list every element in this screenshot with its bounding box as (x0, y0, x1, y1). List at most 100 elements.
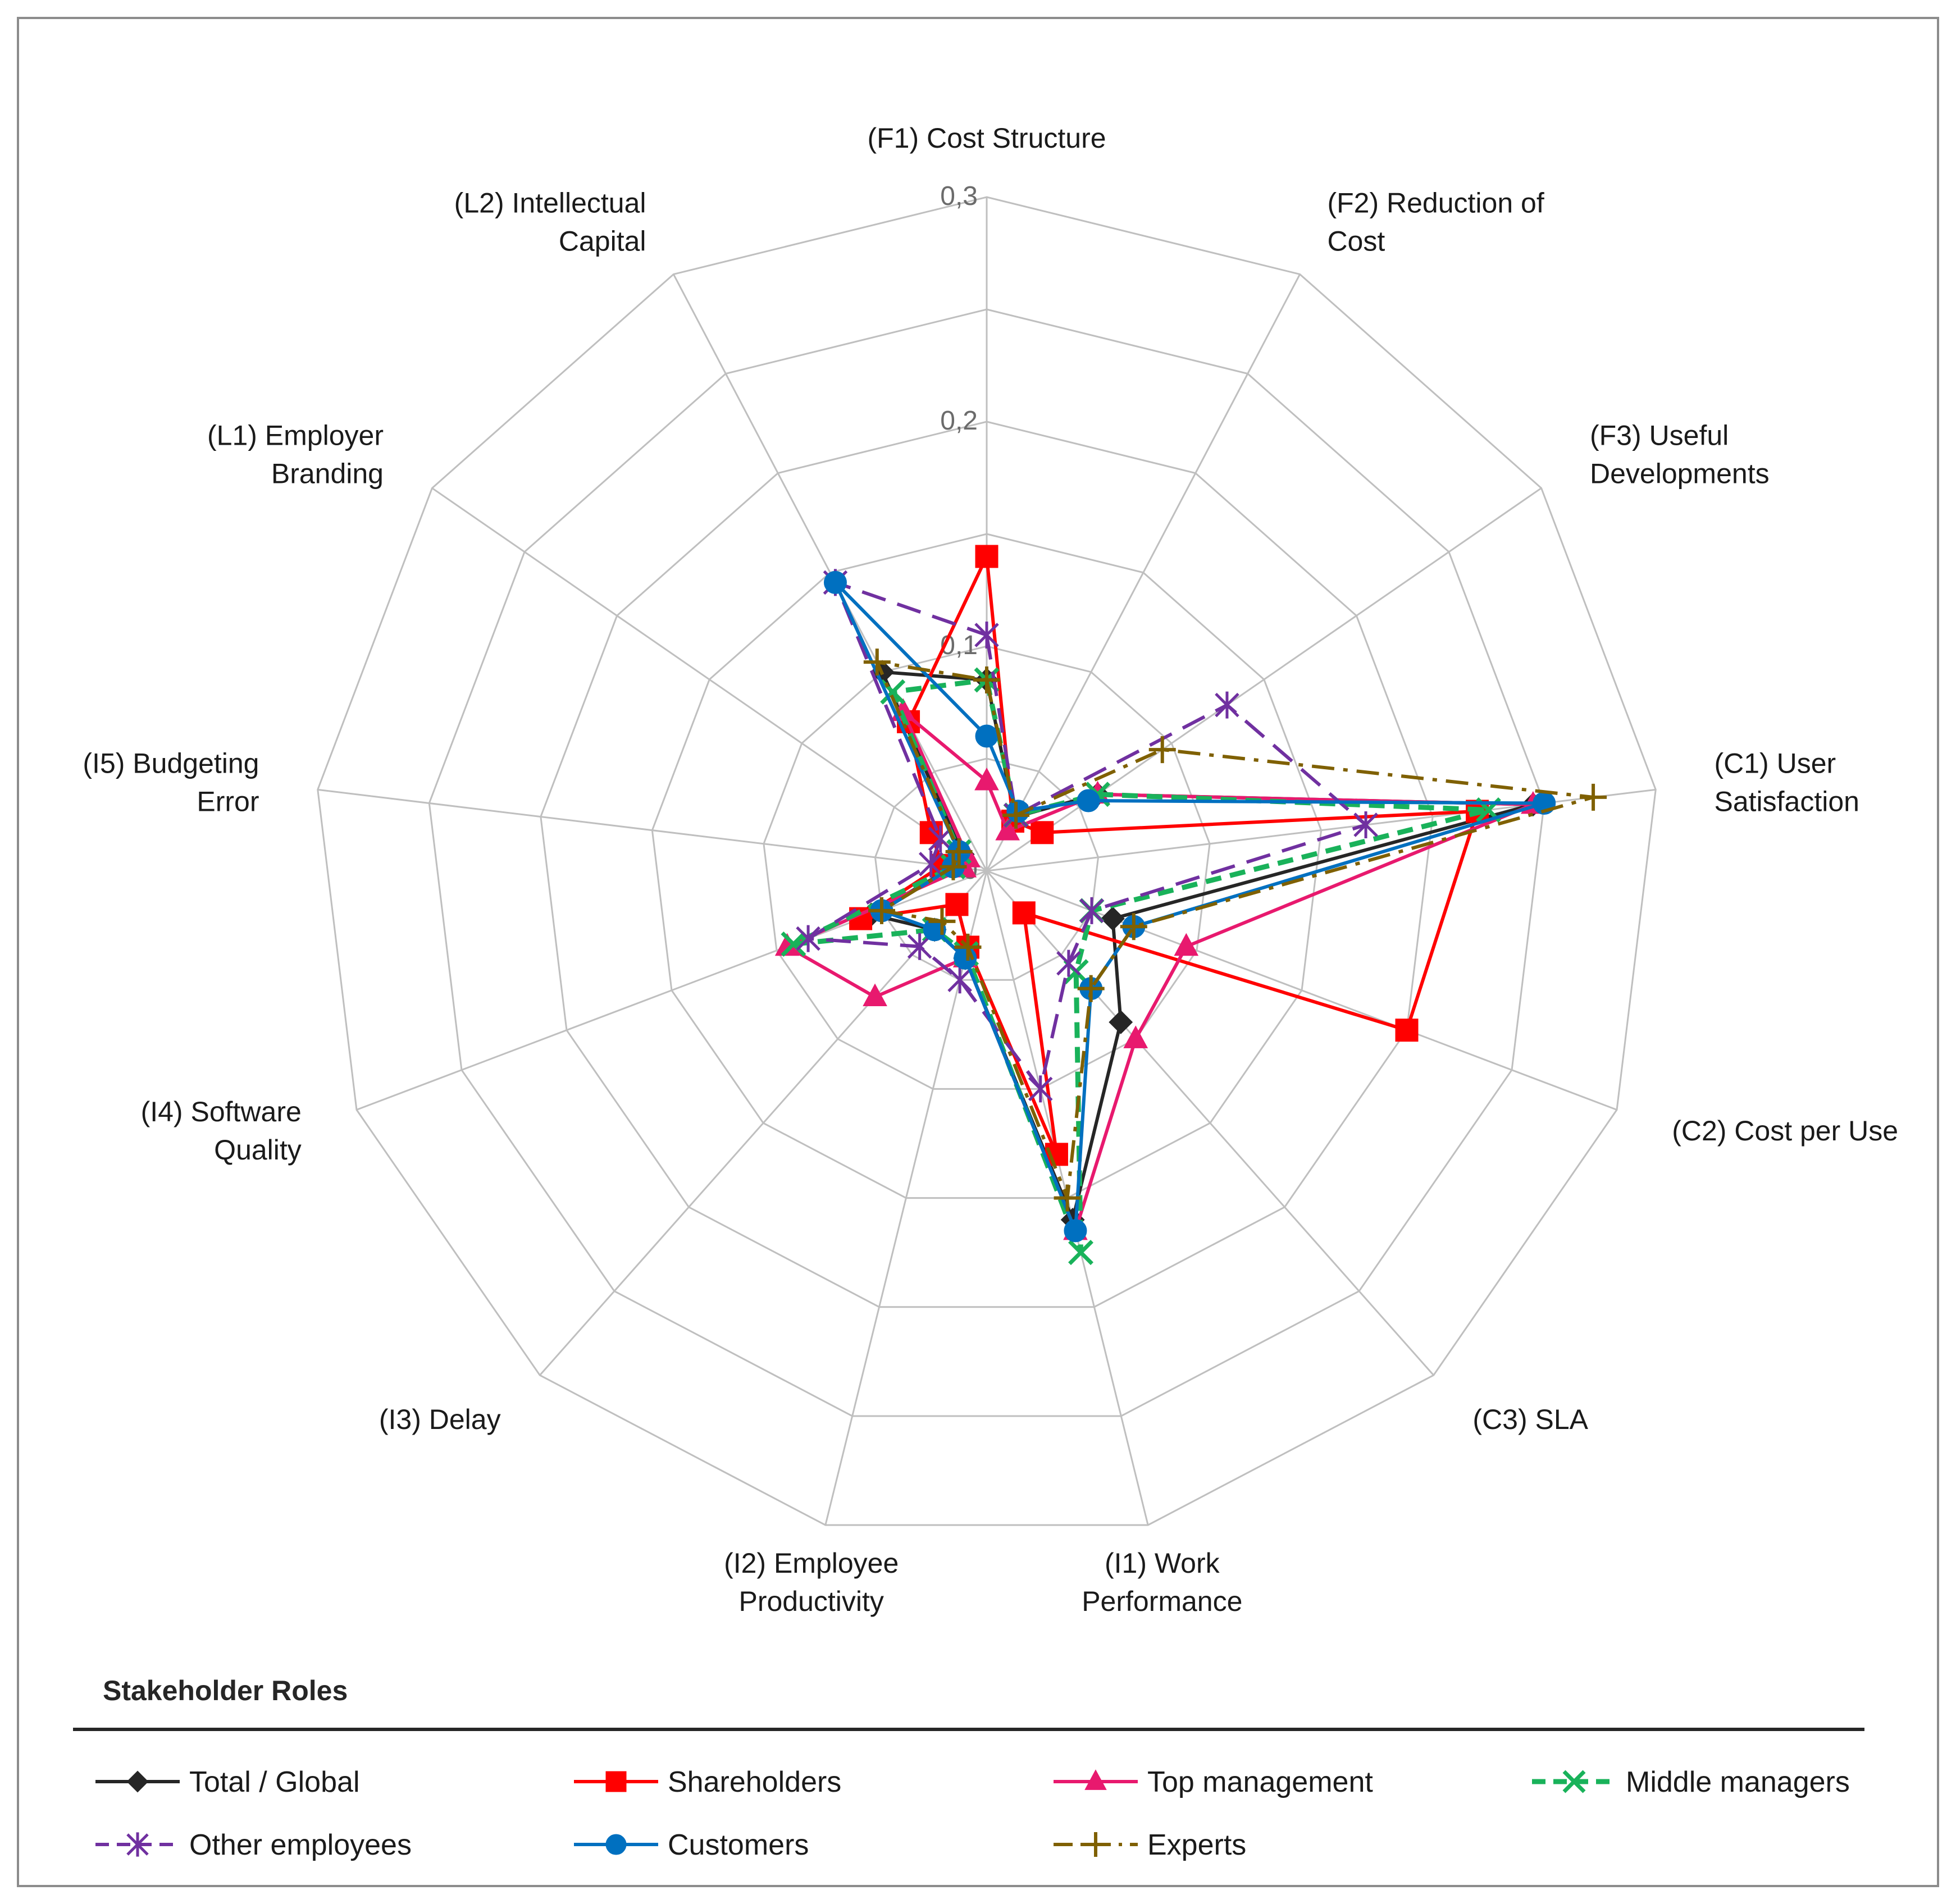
tick-label: 0,1 (940, 631, 978, 660)
series-marker (919, 821, 943, 844)
legend-label: Customers (668, 1829, 809, 1861)
axis-label-line: (I5) Budgeting (83, 748, 259, 779)
legend-item: Top management (1054, 1766, 1373, 1798)
axis-label-line: Quality (214, 1134, 302, 1166)
axis-label: (L2) Intellectual Capital (454, 187, 646, 257)
series-marker (1012, 901, 1036, 925)
series-marker (1079, 897, 1104, 924)
legend-item: Other employees (95, 1829, 412, 1861)
legend-label: Other employees (189, 1829, 412, 1861)
legend-label: Middle managers (1626, 1766, 1850, 1798)
axis-label-line: (C3) SLA (1472, 1404, 1588, 1435)
axis-spoke (317, 788, 987, 872)
series-line (785, 710, 1535, 1232)
legend-label: Shareholders (668, 1766, 841, 1798)
series-marker (781, 932, 806, 957)
axis-label-line: (I4) Software (141, 1096, 302, 1127)
series-marker (1056, 949, 1081, 977)
legend-label: Total / Global (189, 1766, 360, 1798)
series-marker (1031, 821, 1054, 844)
series-marker (863, 649, 891, 676)
series-marker (954, 933, 982, 961)
series-line (791, 677, 1491, 1255)
legend-label: Experts (1147, 1829, 1246, 1861)
series-marker (1028, 1075, 1053, 1103)
series-marker (605, 1834, 627, 1855)
marker-stroke (781, 932, 806, 957)
series-marker (1123, 1025, 1148, 1048)
grid-ring (428, 308, 1545, 1417)
series-marker (1054, 1184, 1081, 1212)
axis-label: (F3) Useful Developments (1590, 420, 1770, 490)
axis-label-line: Error (197, 786, 259, 818)
axis-label: (I1) Work Performance (1082, 1547, 1242, 1617)
legend-label: Top management (1147, 1766, 1373, 1798)
axis-label-line: Capital (559, 225, 646, 257)
series-marker (1084, 1769, 1107, 1790)
axis-label: (F1) Cost Structure (867, 122, 1106, 154)
series-marker (907, 933, 932, 960)
series-marker (973, 666, 1000, 693)
series-marker (1077, 789, 1100, 812)
series-marker (1562, 1770, 1586, 1793)
grid-ring (874, 757, 1100, 981)
axis-label-line: Cost (1327, 225, 1385, 257)
series-marker (1174, 933, 1199, 956)
series-marker (863, 983, 887, 1007)
axis-label: (I2) Employee Productivity (724, 1547, 899, 1617)
legend-item: Middle managers (1532, 1766, 1850, 1798)
series-marker (1002, 801, 1030, 829)
marker-stroke (880, 679, 906, 705)
grid-ring (763, 645, 1211, 1090)
axis-label: (I5) Budgeting Error (83, 748, 259, 818)
axis-label: (I4) Software Quality (141, 1096, 302, 1166)
legend-title: Stakeholder Roles (103, 1675, 348, 1706)
legend-item: Customers (574, 1829, 809, 1861)
series-marker (1353, 811, 1378, 839)
legend-item: Shareholders (574, 1766, 841, 1798)
axis-spoke (986, 273, 1301, 871)
series-top-management (774, 698, 1545, 1240)
axis-label-line: Performance (1082, 1586, 1242, 1617)
grid-ring (540, 421, 1434, 1308)
axis-label-line: Developments (1590, 458, 1770, 490)
series-experts (863, 649, 1607, 1212)
series-marker (947, 966, 972, 994)
axis-label-line: (I2) Employee (724, 1547, 899, 1579)
series-marker (1395, 1019, 1419, 1042)
series-marker (975, 724, 998, 748)
series-marker (126, 1832, 149, 1857)
marker-stroke (1562, 1770, 1586, 1793)
series-line (806, 581, 1368, 1091)
series-marker (945, 838, 973, 865)
axis-spoke (431, 487, 987, 872)
series-marker (868, 897, 895, 924)
axis-label-line: (I1) Work (1105, 1547, 1220, 1579)
series-marker (1064, 1219, 1087, 1243)
axis-label-line: Branding (271, 458, 384, 490)
marker-stroke (1068, 1240, 1093, 1266)
legend-item: Total / Global (95, 1766, 360, 1798)
series-marker (1083, 1832, 1108, 1857)
axis-label-line: (C2) Cost per Use (1672, 1115, 1898, 1147)
series-marker (126, 1770, 149, 1793)
series-marker (1077, 975, 1105, 1002)
axis-label-line: (L1) Employer (207, 420, 384, 451)
axis-label: (C3) SLA (1472, 1404, 1588, 1435)
series-marker (1215, 691, 1239, 719)
series-marker (796, 925, 820, 952)
grid-ring (651, 533, 1323, 1199)
series-marker (1120, 913, 1147, 940)
series-line (875, 660, 1595, 1200)
axis-label: (L1) Employer Branding (207, 420, 384, 490)
tick-label: 0,3 (940, 181, 978, 211)
axis-label: (C1) User Satisfaction (1714, 748, 1859, 818)
series-marker (823, 570, 847, 594)
axis-label-line: (F3) Useful (1590, 420, 1729, 451)
legend-item: Experts (1054, 1829, 1246, 1861)
axis-label-line: (I3) Delay (379, 1404, 501, 1435)
axis-label-line: (F2) Reduction of (1327, 187, 1544, 218)
series-marker (1580, 783, 1607, 811)
axis-label: (C2) Cost per Use (1672, 1115, 1898, 1147)
